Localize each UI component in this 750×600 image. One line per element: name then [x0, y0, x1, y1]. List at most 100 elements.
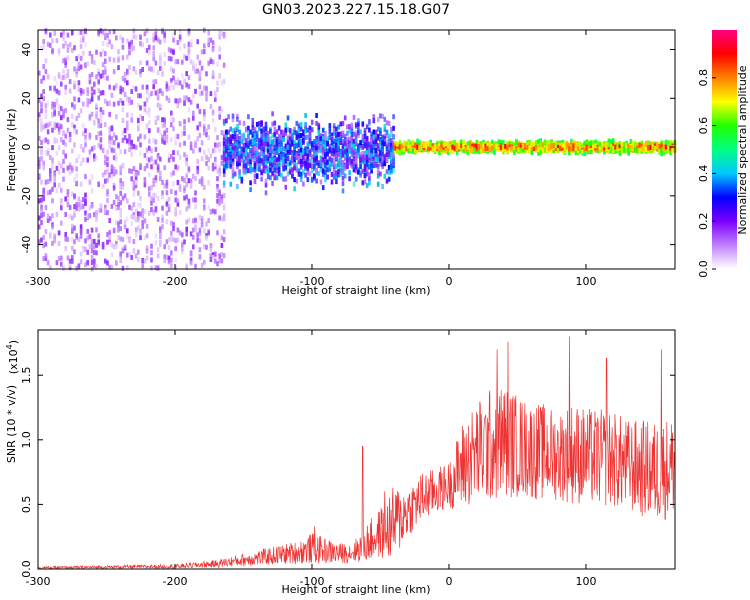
spectrogram-cell	[84, 174, 87, 180]
spectrogram-cell	[471, 146, 474, 152]
spectrogram-cell	[170, 81, 173, 87]
spectrogram-cell	[152, 84, 155, 90]
spectrogram-cell	[335, 132, 338, 138]
spectrogram-cell	[337, 163, 340, 169]
spectrogram-cell	[273, 141, 277, 147]
spectrogram-cell	[306, 148, 310, 154]
spectrogram-cell	[242, 132, 246, 138]
spectrogram-cell	[132, 185, 136, 191]
spectrogram-cell	[280, 161, 283, 167]
spectrogram-cell	[165, 127, 169, 133]
spectrogram-cell	[341, 188, 345, 194]
spectrogram-cell	[203, 116, 206, 121]
spectrogram-cell	[302, 158, 305, 164]
spectrogram-cell	[385, 133, 389, 139]
spectrogram-cell	[187, 41, 191, 47]
spectrogram-cell	[99, 28, 103, 34]
spectrogram-cell	[550, 143, 553, 149]
spectrogram-cell	[222, 141, 226, 147]
spectrogram-cell	[64, 212, 67, 217]
spectrogram-cell	[75, 158, 78, 164]
spectrogram-cell	[343, 115, 347, 121]
spectrogram-cell	[269, 157, 272, 163]
spectrogram-cell	[403, 142, 406, 148]
spectrogram-cell	[361, 138, 365, 144]
spectrogram-cell	[359, 157, 362, 163]
spectrogram-cell	[88, 115, 92, 121]
spectrogram-cell	[231, 143, 235, 149]
spectrogram-cell	[269, 167, 272, 173]
spectrogram-cell	[348, 136, 351, 142]
spectrogram-cell	[488, 141, 492, 147]
spectrogram-cell	[506, 148, 509, 154]
spectrogram-cell	[178, 155, 182, 161]
spectrogram-cell	[247, 152, 250, 158]
spectrogram-cell	[227, 163, 230, 169]
spectrogram-cell	[209, 253, 213, 259]
spectrogram-cell	[376, 157, 380, 163]
spectrogram-cell	[368, 158, 371, 163]
spectrogram-cell	[574, 150, 578, 156]
spectrogram-cell	[53, 121, 56, 127]
spectrogram-cell	[64, 57, 67, 63]
spectrogram-cell	[97, 95, 100, 101]
spectrogram-cell	[207, 180, 210, 186]
spectrogram-cell	[101, 109, 105, 115]
spectrogram-cell	[227, 143, 230, 149]
spectrogram-cell	[218, 189, 221, 195]
spectrogram-cell	[203, 85, 206, 91]
spectrogram-cell	[126, 234, 129, 240]
spectrogram-cell	[143, 177, 147, 183]
spectrogram-cell	[572, 143, 575, 149]
spectrogram-cell	[99, 140, 103, 146]
spectrogram-cell	[64, 236, 67, 242]
spectrogram-cell	[400, 147, 404, 153]
spectrogram-cell	[119, 208, 122, 214]
spectrogram-cell	[84, 63, 87, 69]
spectrogram-cell	[97, 208, 100, 213]
spectrogram-cell	[150, 243, 153, 249]
spectrogram-cell	[387, 164, 391, 170]
spectrogram-cell	[152, 56, 155, 62]
spectrogram-cell	[218, 171, 221, 177]
spectrogram-cell	[365, 147, 369, 152]
spectrogram-cell	[79, 224, 83, 230]
spectrogram-cell	[258, 156, 261, 162]
spectrogram-cell	[275, 149, 279, 155]
spectrogram-cell	[68, 258, 72, 264]
spectrogram-cell	[79, 29, 83, 35]
spectrogram-cell	[57, 230, 61, 236]
spectrogram-cell	[93, 238, 96, 244]
spectrogram-cell	[90, 54, 94, 60]
spectrogram-cell	[332, 136, 336, 142]
spectrogram-cell	[44, 114, 48, 119]
spectrogram-cell	[368, 148, 371, 154]
spectrogram-cell	[302, 161, 305, 167]
spectrogram-cell	[161, 205, 164, 211]
spectrogram-cell	[119, 34, 122, 40]
spectrogram-cell	[244, 146, 248, 151]
spectrogram-cell	[550, 139, 553, 145]
spectrogram-cell	[266, 148, 270, 154]
spectrogram-cell	[262, 168, 266, 174]
spectrogram-cell	[73, 249, 76, 255]
spectrogram-cell	[170, 78, 173, 84]
spectrogram-cell	[49, 265, 52, 271]
spectrogram-cell	[152, 68, 155, 74]
spectrogram-cell	[277, 167, 281, 173]
spectrogram-cell	[616, 142, 619, 148]
spectrogram-cell	[148, 138, 151, 144]
spectrogram-cell	[82, 35, 85, 41]
spectrogram-cell	[148, 157, 151, 163]
spectrogram-cell	[196, 103, 199, 109]
spectrogram-cell	[145, 233, 149, 239]
spectrogram-cell	[90, 92, 94, 98]
spectrogram-cell	[126, 228, 129, 234]
spectrogram-cell	[324, 149, 327, 155]
spectrogram-cell	[471, 143, 474, 149]
spectrogram-cell	[126, 198, 129, 204]
spectrogram-cell	[51, 159, 54, 165]
spectrogram-ytick-label: 40	[20, 43, 33, 57]
spectrogram-cell	[104, 58, 107, 64]
spectrogram-cell	[251, 140, 255, 146]
